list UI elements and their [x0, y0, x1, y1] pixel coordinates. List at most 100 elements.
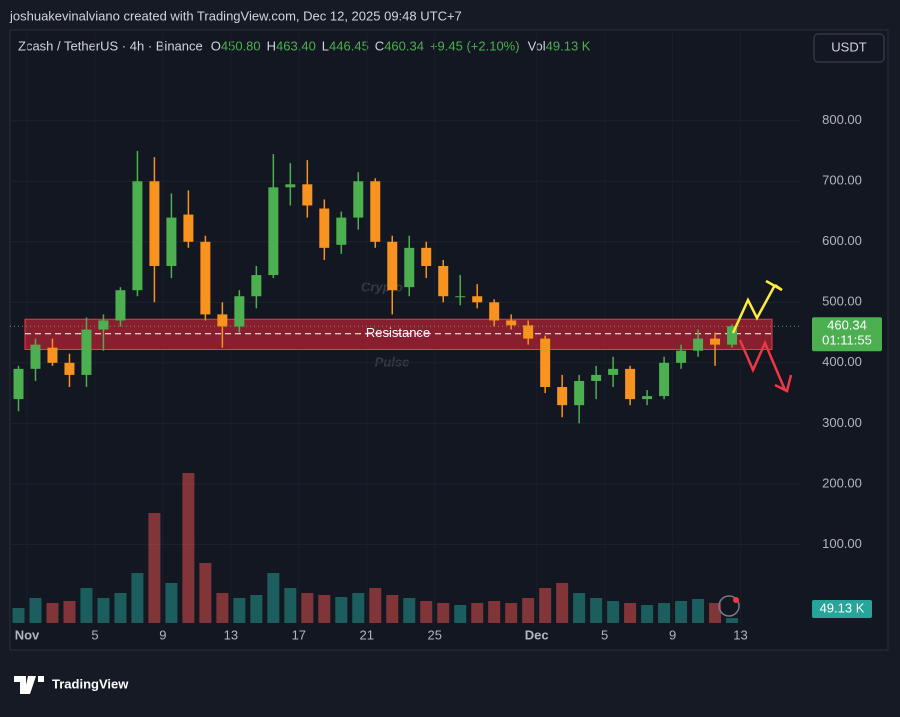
- y-tick-label: 800.00: [822, 112, 862, 127]
- x-tick-label: 17: [292, 627, 306, 642]
- candle-body: [64, 362, 75, 375]
- volume-bar: [403, 598, 416, 623]
- candle-body: [438, 265, 449, 297]
- volume-bar: [12, 608, 25, 623]
- x-tick-label: 21: [360, 627, 374, 642]
- legend-item: O: [211, 38, 221, 53]
- volume-bar: [148, 513, 161, 623]
- volume-bar: [641, 605, 654, 623]
- alert-icon[interactable]: [718, 595, 740, 617]
- legend-item: 49.13 K: [546, 38, 591, 53]
- candle-body: [98, 320, 109, 330]
- logo: TradingView: [52, 676, 129, 691]
- candle-body: [421, 247, 432, 266]
- legend-item: 463.40: [276, 38, 316, 53]
- currency[interactable]: USDT: [831, 39, 866, 54]
- volume-bar: [199, 563, 212, 623]
- candle-body: [251, 275, 262, 297]
- volume-bar: [97, 598, 110, 623]
- y-tick-label: 400.00: [822, 354, 862, 369]
- volume-bar: [420, 601, 433, 623]
- candle-body: [659, 362, 670, 397]
- candle-body: [540, 338, 551, 388]
- y-tick-label: 200.00: [822, 475, 862, 490]
- candle-body: [608, 368, 619, 375]
- candle-body: [710, 338, 721, 345]
- legend-item: H: [267, 38, 276, 53]
- volume-bar: [63, 601, 76, 623]
- last-price: 460.34: [827, 318, 867, 333]
- volume-bar: [250, 595, 263, 623]
- last-price-box: [812, 317, 882, 352]
- volume-tag: 49.13 K: [820, 600, 865, 615]
- watermark: Pulse: [375, 354, 410, 369]
- volume-bar: [182, 473, 195, 623]
- bear-arrow: [738, 339, 787, 391]
- volume-bar: [352, 593, 365, 623]
- y-tick-label: 500.00: [822, 294, 862, 309]
- candle-body: [727, 326, 738, 345]
- candle-body: [557, 387, 568, 406]
- legend-item: C: [375, 38, 384, 53]
- alert-dot: [733, 597, 739, 603]
- legend: Zcash / TetherUS · 4h · Binance O 450.80 H 4…: [18, 38, 591, 53]
- plot: CryptoPulse100.00200.00300.00400.00500.0…: [10, 30, 882, 642]
- volume-bar: [437, 603, 450, 623]
- legend-item: L: [322, 38, 329, 53]
- candle-body: [200, 241, 211, 315]
- volume-bar: [658, 603, 671, 623]
- candle-body: [676, 350, 687, 363]
- volume-bar: [216, 593, 229, 623]
- candle-body: [353, 181, 364, 218]
- logo-icon: [14, 676, 44, 694]
- byline: joshuakevinalviano created with TradingV…: [9, 8, 462, 23]
- countdown: 01:11:55: [822, 333, 872, 348]
- candle-body: [523, 325, 534, 339]
- candle-body: [47, 347, 58, 363]
- y-tick-label: 300.00: [822, 415, 862, 430]
- candle-body: [234, 296, 245, 327]
- candle-body: [115, 290, 126, 321]
- x-tick-label: 5: [91, 627, 98, 642]
- y-tick-label: 700.00: [822, 173, 862, 188]
- bull-arrowhead: [765, 279, 783, 292]
- volume-bar: [573, 593, 586, 623]
- volume-bar: [709, 603, 722, 623]
- volume-bar: [114, 593, 127, 623]
- candle-body: [183, 214, 194, 242]
- x-tick-label: 5: [601, 627, 608, 642]
- candle-body: [13, 368, 24, 400]
- x-tick-label: Nov: [15, 627, 40, 642]
- candle-body: [319, 208, 330, 248]
- x-tick-label: 13: [224, 627, 238, 642]
- resistance-zone: [24, 318, 773, 350]
- volume-bar: [556, 583, 569, 623]
- candle-body: [642, 396, 653, 400]
- y-tick-label: 100.00: [822, 536, 862, 551]
- volume-bar: [522, 598, 535, 623]
- bull-arrow: [731, 284, 777, 334]
- volume-bar: [607, 601, 620, 623]
- resistance-label: Resistance: [366, 325, 430, 340]
- candle-body: [81, 329, 92, 375]
- volume-bar: [29, 598, 42, 623]
- volume-bar: [284, 588, 297, 623]
- volume-bar: [80, 588, 93, 623]
- candle-body: [404, 247, 415, 288]
- candle-body: [302, 184, 313, 206]
- volume-bar: [505, 603, 518, 623]
- candle-body: [166, 217, 177, 266]
- legend-item: 450.80: [221, 38, 261, 53]
- candle-body: [285, 184, 296, 188]
- volume-bar: [386, 595, 399, 623]
- currency-button[interactable]: [813, 33, 885, 63]
- volume-bar: [335, 597, 348, 623]
- volume-bar: [369, 588, 382, 623]
- x-tick-label: 9: [159, 627, 166, 642]
- x-tick-label: 25: [427, 627, 441, 642]
- y-tick-label: 600.00: [822, 233, 862, 248]
- volume-bar: [471, 603, 484, 623]
- candle-body: [336, 217, 347, 245]
- volume-bar: [590, 598, 603, 623]
